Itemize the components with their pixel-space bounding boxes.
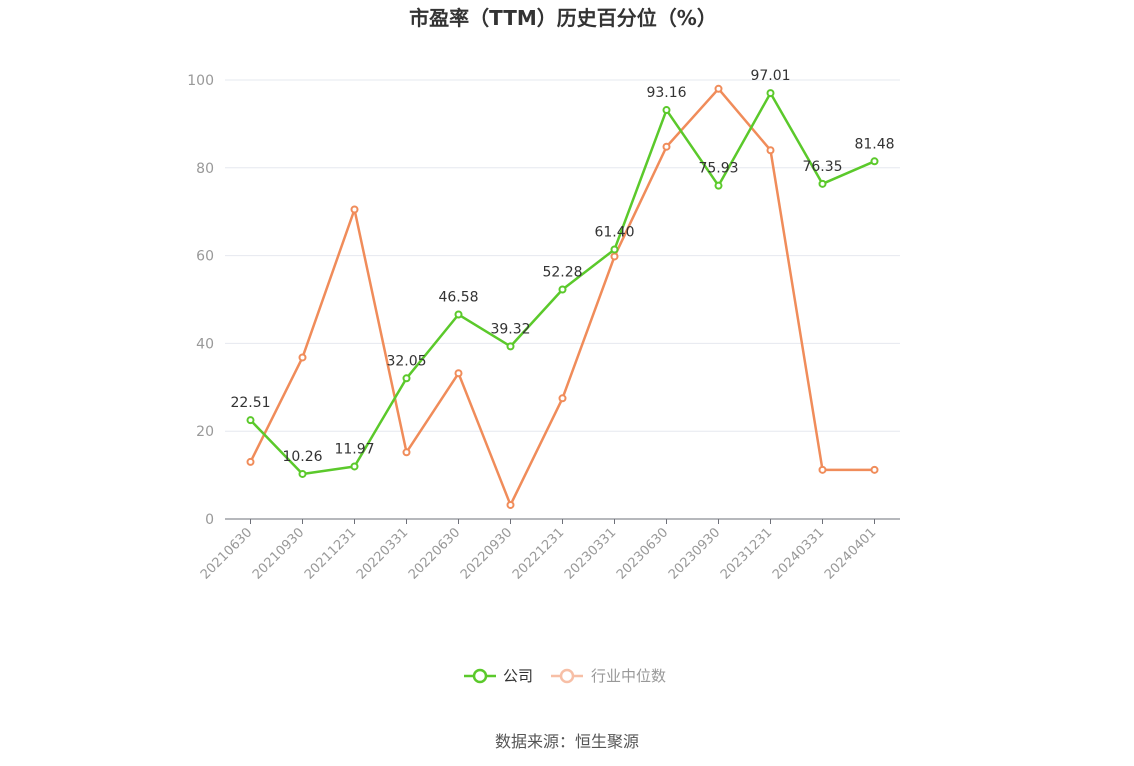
data-point[interactable] [402,448,411,457]
y-tick-label: 20 [196,424,214,440]
data-point[interactable] [870,465,879,474]
legend-label: 行业中位数 [591,667,666,685]
y-tick-label: 100 [187,73,214,89]
x-tick-label: 20220331 [354,525,411,582]
data-point[interactable] [870,157,879,166]
y-tick-label: 40 [196,336,214,352]
data-point[interactable] [246,457,255,466]
data-point[interactable] [610,252,619,261]
x-tick-label: 20210930 [250,525,307,582]
legend-item-industry[interactable]: 行业中位数 [551,667,666,685]
data-point[interactable] [714,84,723,93]
data-label: 61.40 [594,224,634,240]
data-label: 39.32 [490,321,530,337]
x-tick-label: 20220630 [406,525,463,582]
legend-item-company[interactable]: 公司 [464,667,533,685]
data-point[interactable] [558,394,567,403]
data-label: 22.51 [230,395,270,411]
data-point[interactable] [558,285,567,294]
x-tick-label: 20220930 [458,525,515,582]
data-point[interactable] [350,462,359,471]
data-point[interactable] [454,310,463,319]
legend-marker [559,668,575,684]
data-point[interactable] [246,416,255,425]
series-line-0 [249,91,875,476]
x-tick-label: 20231231 [718,525,775,582]
data-point[interactable] [818,465,827,474]
data-point[interactable] [298,469,307,478]
y-tick-label: 60 [196,249,214,265]
data-point[interactable] [506,342,515,351]
source-note: 数据来源：恒生聚源 [495,732,639,751]
data-label: 11.97 [334,441,374,457]
x-tick-label: 20210630 [198,525,255,582]
data-point[interactable] [662,142,671,151]
data-point[interactable] [506,500,515,509]
x-tick-label: 20230331 [562,525,619,582]
data-label: 93.16 [646,85,686,101]
series-lines [246,84,879,509]
data-labels: 22.51 10.26 11.97 32.05 46.58 39.32 52.28 61.40… [230,68,894,465]
data-label: 97.01 [750,68,790,84]
legend[interactable]: 公司 行业中位数 [464,667,666,685]
y-tick-label: 0 [205,512,214,528]
data-point[interactable] [766,89,775,98]
data-label: 81.48 [854,136,894,152]
data-point[interactable] [402,374,411,383]
data-label: 10.26 [282,449,322,465]
data-label: 32.05 [386,353,426,369]
data-label: 46.58 [438,290,478,306]
y-axis: 0 20 40 60 80 100 [187,73,214,528]
legend-marker [472,668,488,684]
data-label: 75.93 [698,161,738,177]
data-label: 52.28 [542,264,582,280]
data-point[interactable] [818,179,827,188]
x-tick-label: 20230630 [614,525,671,582]
x-tick-label: 20240331 [770,525,827,582]
chart-title: 市盈率（TTM）历史百分位（%） [409,6,717,30]
data-point[interactable] [350,205,359,214]
data-point[interactable] [298,353,307,362]
legend-label: 公司 [503,667,533,685]
grid-lines [225,79,900,432]
data-label: 76.35 [802,159,842,175]
data-point[interactable] [766,146,775,155]
data-point[interactable] [610,245,619,254]
x-tick-label: 20230930 [666,525,723,582]
data-point[interactable] [662,106,671,115]
x-tick-label: 20221231 [510,525,567,582]
data-point[interactable] [714,181,723,190]
y-tick-label: 80 [196,161,214,177]
x-axis: 2021063020210930202112312022033120220630… [198,518,900,583]
x-tick-label: 20240401 [822,525,879,582]
data-point[interactable] [454,369,463,378]
x-tick-label: 20211231 [302,525,359,582]
